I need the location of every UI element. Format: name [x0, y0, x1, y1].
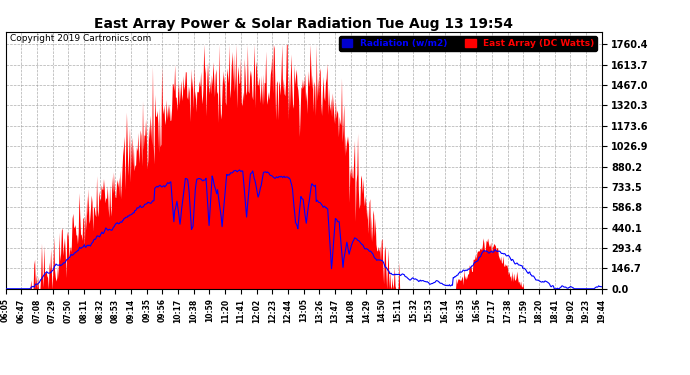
Legend: Radiation (w/m2), East Array (DC Watts): Radiation (w/m2), East Array (DC Watts) [339, 36, 597, 51]
Title: East Array Power & Solar Radiation Tue Aug 13 19:54: East Array Power & Solar Radiation Tue A… [94, 17, 513, 31]
Text: Copyright 2019 Cartronics.com: Copyright 2019 Cartronics.com [10, 34, 152, 43]
